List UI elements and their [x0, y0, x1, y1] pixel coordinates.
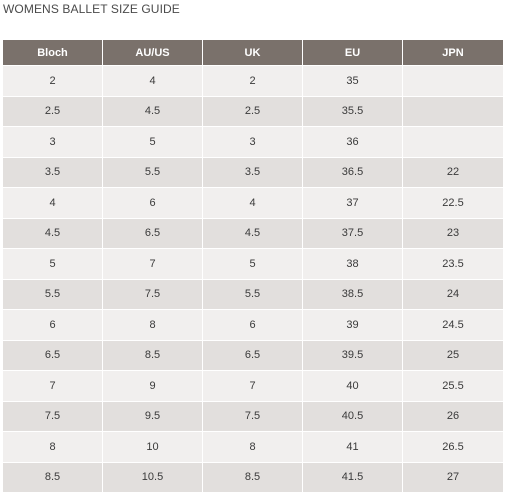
- cell-jpn: 25.5: [403, 370, 503, 401]
- column-header-eu: EU: [303, 40, 403, 65]
- cell-jpn: [403, 126, 503, 157]
- cell-uk: 2: [203, 65, 303, 96]
- size-guide-table: Bloch AU/US UK EU JPN 2 4 2 35 2.5 4.5 2.5 35.5…: [3, 40, 503, 492]
- column-header-bloch: Bloch: [3, 40, 103, 65]
- cell-au-us: 7: [103, 248, 203, 279]
- cell-uk: 4.5: [203, 217, 303, 248]
- cell-uk: 4: [203, 187, 303, 218]
- cell-au-us: 8.5: [103, 339, 203, 370]
- cell-bloch: 6: [3, 309, 103, 340]
- cell-eu: 39.5: [303, 339, 403, 370]
- cell-eu: 37: [303, 187, 403, 218]
- cell-uk: 7: [203, 370, 303, 401]
- cell-bloch: 4: [3, 187, 103, 218]
- cell-bloch: 8: [3, 431, 103, 462]
- cell-eu: 41: [303, 431, 403, 462]
- cell-uk: 8.5: [203, 461, 303, 492]
- table-row: 5.5 7.5 5.5 38.5 24: [3, 278, 503, 309]
- cell-bloch: 2.5: [3, 95, 103, 126]
- cell-au-us: 4: [103, 65, 203, 96]
- cell-uk: 6: [203, 309, 303, 340]
- cell-bloch: 8.5: [3, 461, 103, 492]
- cell-au-us: 5.5: [103, 156, 203, 187]
- cell-uk: 3.5: [203, 156, 303, 187]
- cell-eu: 36: [303, 126, 403, 157]
- table-row: 2.5 4.5 2.5 35.5: [3, 95, 503, 126]
- cell-eu: 37.5: [303, 217, 403, 248]
- cell-jpn: 24: [403, 278, 503, 309]
- cell-bloch: 7.5: [3, 400, 103, 431]
- cell-bloch: 2: [3, 65, 103, 96]
- page-title: WOMENS BALLET SIZE GUIDE: [3, 2, 180, 16]
- cell-au-us: 10: [103, 431, 203, 462]
- column-header-uk: UK: [203, 40, 303, 65]
- cell-au-us: 6.5: [103, 217, 203, 248]
- cell-eu: 40.5: [303, 400, 403, 431]
- table-body: 2 4 2 35 2.5 4.5 2.5 35.5 3 5 3 36 3.5 5.5 3.5 36.5 22 4 6…: [3, 65, 503, 492]
- cell-jpn: [403, 65, 503, 96]
- table-row: 6 8 6 39 24.5: [3, 309, 503, 340]
- cell-eu: 39: [303, 309, 403, 340]
- cell-eu: 38.5: [303, 278, 403, 309]
- cell-bloch: 3.5: [3, 156, 103, 187]
- column-header-au-us: AU/US: [103, 40, 203, 65]
- table-row: 8.5 10.5 8.5 41.5 27: [3, 461, 503, 492]
- cell-eu: 35.5: [303, 95, 403, 126]
- cell-eu: 38: [303, 248, 403, 279]
- cell-jpn: 22.5: [403, 187, 503, 218]
- cell-bloch: 5: [3, 248, 103, 279]
- table-row: 3.5 5.5 3.5 36.5 22: [3, 156, 503, 187]
- cell-uk: 2.5: [203, 95, 303, 126]
- column-header-jpn: JPN: [403, 40, 503, 65]
- cell-au-us: 9: [103, 370, 203, 401]
- cell-au-us: 7.5: [103, 278, 203, 309]
- cell-jpn: 26.5: [403, 431, 503, 462]
- cell-jpn: 23.5: [403, 248, 503, 279]
- cell-uk: 7.5: [203, 400, 303, 431]
- table-row: 5 7 5 38 23.5: [3, 248, 503, 279]
- cell-eu: 35: [303, 65, 403, 96]
- cell-au-us: 5: [103, 126, 203, 157]
- table-row: 7.5 9.5 7.5 40.5 26: [3, 400, 503, 431]
- cell-au-us: 9.5: [103, 400, 203, 431]
- cell-uk: 3: [203, 126, 303, 157]
- cell-uk: 5.5: [203, 278, 303, 309]
- cell-bloch: 7: [3, 370, 103, 401]
- table-row: 4.5 6.5 4.5 37.5 23: [3, 217, 503, 248]
- cell-au-us: 8: [103, 309, 203, 340]
- table-row: 3 5 3 36: [3, 126, 503, 157]
- cell-jpn: 23: [403, 217, 503, 248]
- cell-uk: 8: [203, 431, 303, 462]
- cell-uk: 5: [203, 248, 303, 279]
- table-header-row: Bloch AU/US UK EU JPN: [3, 40, 503, 65]
- table-row: 6.5 8.5 6.5 39.5 25: [3, 339, 503, 370]
- cell-eu: 36.5: [303, 156, 403, 187]
- cell-bloch: 4.5: [3, 217, 103, 248]
- cell-eu: 40: [303, 370, 403, 401]
- table-row: 7 9 7 40 25.5: [3, 370, 503, 401]
- cell-au-us: 6: [103, 187, 203, 218]
- table-row: 8 10 8 41 26.5: [3, 431, 503, 462]
- cell-jpn: 26: [403, 400, 503, 431]
- cell-au-us: 4.5: [103, 95, 203, 126]
- cell-jpn: 22: [403, 156, 503, 187]
- cell-jpn: [403, 95, 503, 126]
- table-row: 2 4 2 35: [3, 65, 503, 96]
- cell-uk: 6.5: [203, 339, 303, 370]
- table-row: 4 6 4 37 22.5: [3, 187, 503, 218]
- cell-jpn: 24.5: [403, 309, 503, 340]
- cell-bloch: 5.5: [3, 278, 103, 309]
- cell-jpn: 27: [403, 461, 503, 492]
- cell-jpn: 25: [403, 339, 503, 370]
- cell-au-us: 10.5: [103, 461, 203, 492]
- cell-eu: 41.5: [303, 461, 403, 492]
- cell-bloch: 3: [3, 126, 103, 157]
- cell-bloch: 6.5: [3, 339, 103, 370]
